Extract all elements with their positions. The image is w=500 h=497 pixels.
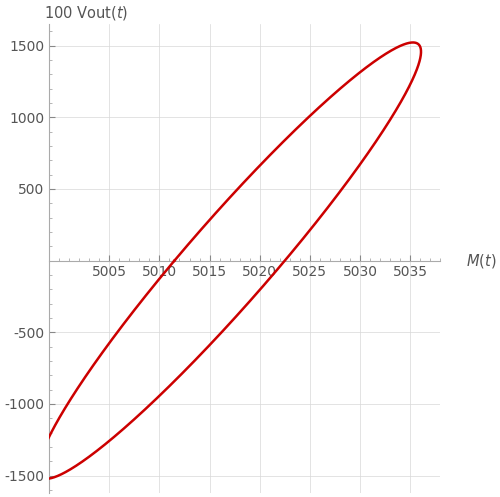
Text: 100 Vout($t$): 100 Vout($t$) [44, 4, 128, 22]
Text: $M(t)$: $M(t)$ [466, 251, 496, 269]
